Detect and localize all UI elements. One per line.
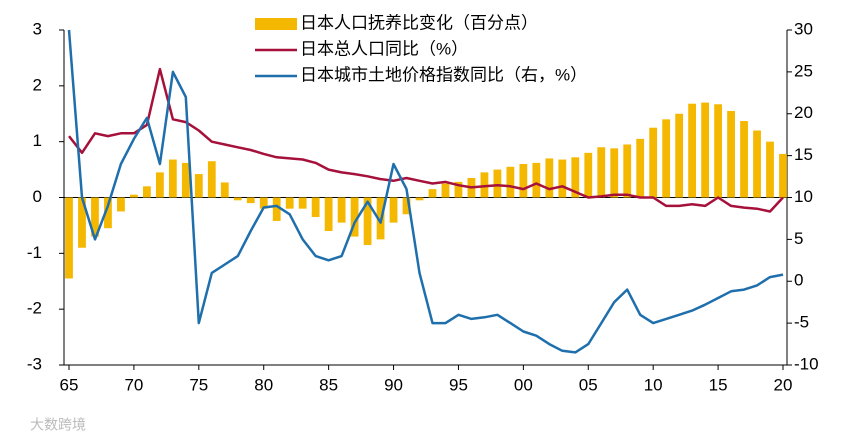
legend-label: 日本城市土地价格指数同比（右，%） [300, 65, 587, 84]
bar [220, 182, 229, 198]
bar [441, 183, 450, 198]
y-tick-label: 3 [33, 19, 42, 38]
bar [727, 110, 735, 198]
bar [402, 197, 411, 215]
bar [558, 159, 567, 198]
bar [584, 152, 593, 198]
bar [766, 141, 774, 198]
bar [623, 144, 632, 198]
y-tick-label: 1 [33, 131, 42, 150]
bar [155, 172, 164, 198]
x-tick-label: 85 [319, 375, 338, 394]
bar [117, 197, 125, 212]
y-tick-label: -1 [27, 243, 42, 262]
bar [545, 158, 554, 198]
bar [207, 161, 216, 198]
x-tick-label: 05 [579, 375, 598, 394]
bar [415, 197, 424, 201]
x-tick-label: 70 [124, 375, 143, 394]
x-tick-label: 80 [254, 375, 273, 394]
bar [233, 197, 242, 201]
bar [259, 197, 268, 209]
x-tick-label: 20 [774, 375, 793, 394]
bar [272, 197, 281, 221]
legend-label: 日本总人口同比（%） [300, 39, 468, 58]
y2-tick-label: 15 [794, 145, 813, 164]
bar [701, 102, 710, 198]
bar [337, 197, 346, 223]
y-tick-label: -3 [27, 354, 42, 373]
bar [688, 103, 697, 198]
y-tick-label: 0 [33, 187, 42, 206]
bar [532, 162, 541, 198]
legend-swatch [255, 18, 297, 30]
y-tick-label: 2 [33, 75, 42, 94]
legend-label: 日本人口抚养比变化（百分点） [300, 13, 538, 32]
bar [493, 169, 502, 198]
bar [78, 197, 86, 248]
bar [363, 197, 372, 245]
y2-tick-label: 25 [794, 61, 813, 80]
bar [194, 174, 203, 198]
bar [389, 197, 398, 223]
y2-tick-label: 5 [794, 229, 803, 248]
y2-tick-label: -5 [794, 313, 809, 332]
bar [65, 197, 73, 279]
y2-tick-label: 0 [794, 271, 803, 290]
bar [714, 104, 722, 198]
y2-tick-label: 10 [794, 187, 813, 206]
bar [142, 186, 151, 198]
bar [571, 157, 580, 198]
bar [675, 113, 684, 198]
x-tick-label: 10 [644, 375, 663, 394]
bar [636, 138, 645, 198]
bar [649, 127, 658, 198]
bar [480, 172, 489, 198]
bar [311, 197, 320, 218]
bar [168, 159, 177, 198]
bar [428, 189, 437, 198]
bar [519, 164, 528, 198]
y-tick-label: -2 [27, 299, 42, 318]
bar [298, 197, 307, 209]
bar [91, 197, 99, 237]
x-tick-label: 75 [189, 375, 208, 394]
bar [350, 197, 359, 237]
y2-tick-label: 30 [794, 19, 813, 38]
bar [597, 147, 606, 198]
x-tick-label: 15 [709, 375, 728, 394]
y2-tick-label: 20 [794, 103, 813, 122]
x-tick-label: 95 [449, 375, 468, 394]
x-tick-label: 90 [384, 375, 403, 394]
line [67, 29, 784, 354]
watermark: 大数跨境 [30, 417, 86, 433]
x-tick-label: 65 [60, 375, 79, 394]
bar [610, 148, 619, 198]
bar [753, 130, 761, 198]
bar [662, 119, 671, 198]
bar [454, 181, 463, 198]
bar [246, 197, 255, 204]
bar [506, 166, 515, 198]
bar [104, 197, 112, 229]
x-tick-label: 00 [514, 375, 533, 394]
bar [740, 121, 748, 198]
y2-tick-label: -10 [794, 354, 819, 373]
bar [130, 194, 138, 198]
bar [779, 153, 787, 198]
bar [181, 162, 190, 198]
bar [324, 197, 333, 231]
bar [285, 197, 294, 209]
